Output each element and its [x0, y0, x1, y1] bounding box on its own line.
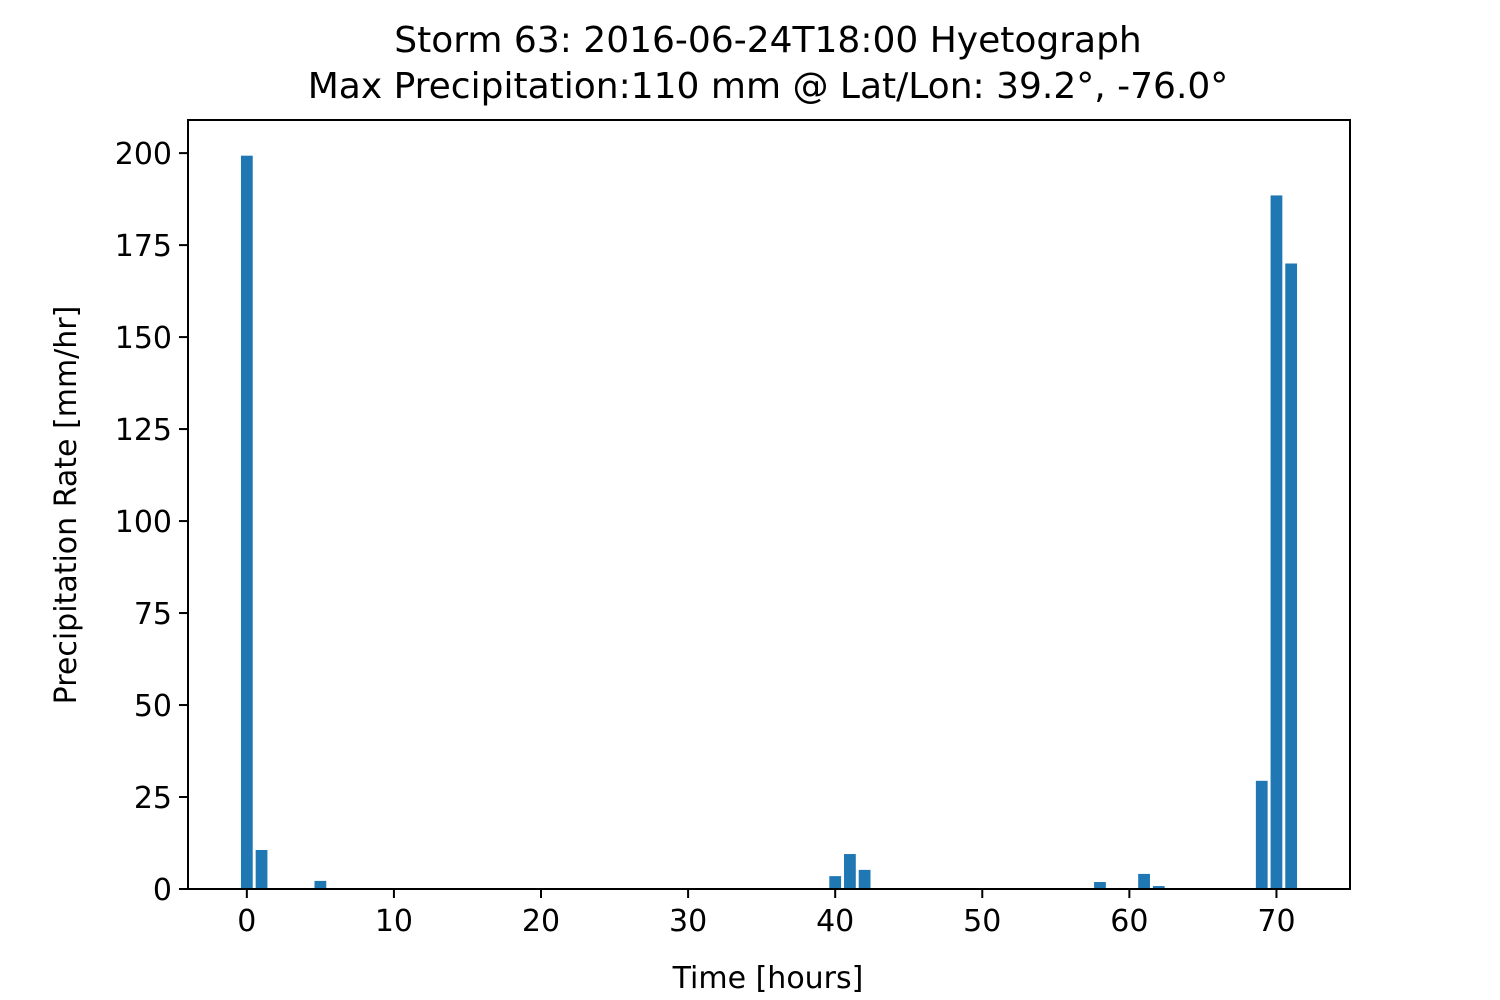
- x-tick-label: 50: [963, 904, 1001, 939]
- y-tick-label: 25: [134, 781, 172, 816]
- y-tick-label: 150: [115, 321, 172, 356]
- chart-subtitle: Max Precipitation:110 mm @ Lat/Lon: 39.2…: [308, 66, 1229, 107]
- bar: [829, 876, 842, 889]
- plot-frame: [187, 119, 1351, 890]
- x-tick-label: 70: [1257, 904, 1295, 939]
- x-axis-ticks: 0 10 20 30 40 50 60 70: [237, 889, 1296, 939]
- bar: [1094, 882, 1106, 889]
- bar: [1285, 263, 1298, 889]
- bar: [858, 869, 871, 889]
- y-axis-ticks: 0 25 50 75 100 125 150 175 200: [115, 137, 188, 908]
- bar: [1152, 886, 1165, 889]
- chart-title: Storm 63: 2016-06-24T18:00 Hyetograph: [394, 20, 1142, 61]
- x-tick-label: 10: [375, 904, 413, 939]
- x-tick-label: 20: [522, 904, 560, 939]
- x-tick-label: 30: [669, 904, 707, 939]
- y-tick-label: 100: [115, 505, 172, 540]
- bar: [1255, 780, 1268, 889]
- bar: [255, 850, 268, 889]
- bar: [1270, 195, 1283, 889]
- y-tick-label: 200: [115, 137, 172, 172]
- x-axis-label: Time [hours]: [672, 961, 864, 996]
- y-axis-label: Precipitation Rate [mm/hr]: [49, 306, 84, 705]
- bar-series: [240, 155, 1298, 889]
- x-tick-label: 60: [1110, 904, 1148, 939]
- y-tick-label: 50: [134, 689, 172, 724]
- bar: [844, 854, 856, 889]
- y-tick-label: 75: [134, 597, 172, 632]
- bar: [240, 155, 253, 889]
- y-tick-label: 175: [115, 229, 172, 264]
- bar: [314, 880, 327, 889]
- y-tick-label: 125: [115, 413, 172, 448]
- bar: [1138, 873, 1150, 889]
- x-tick-label: 0: [237, 904, 256, 939]
- y-tick-label: 0: [153, 873, 172, 908]
- x-tick-label: 40: [816, 904, 854, 939]
